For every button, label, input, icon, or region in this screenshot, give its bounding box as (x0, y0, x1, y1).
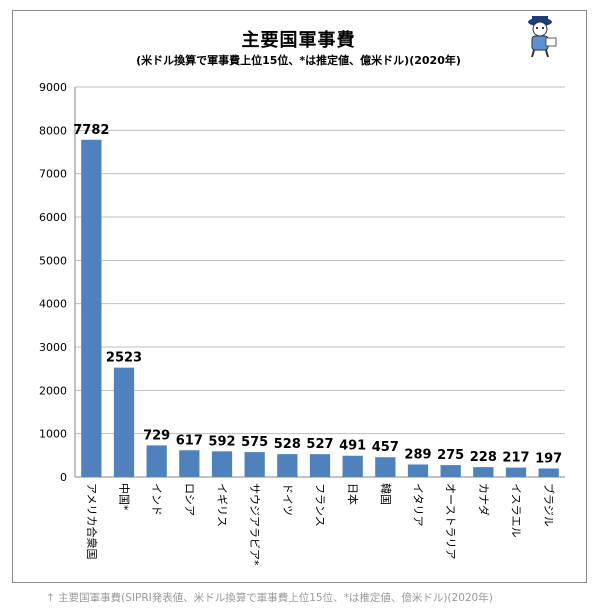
bar (440, 465, 461, 477)
x-tick-label: カナダ (477, 483, 491, 516)
bar (277, 454, 298, 477)
data-labels: 7782 2523 729 617 592 575 528 527 491 457 289 275 22… (73, 123, 562, 467)
y-tick-label: 7000 (39, 168, 67, 181)
data-label: 457 (372, 440, 399, 455)
bar (473, 467, 494, 477)
bar (179, 450, 200, 477)
x-tick-label: オーストラリア (444, 483, 457, 559)
chart-subtitle: (米ドル換算で軍事費上位15位、*は推定値、億米ドル)(2020年) (136, 54, 461, 67)
x-tick-label: インド (150, 483, 163, 516)
x-tick-label: ブラジル (542, 483, 556, 527)
bar (309, 454, 331, 477)
data-label: 217 (502, 451, 529, 466)
bar (375, 457, 396, 477)
axes (74, 87, 565, 478)
data-label: 617 (176, 433, 203, 448)
data-label: 289 (404, 447, 431, 462)
data-label: 527 (306, 437, 333, 452)
data-label: 491 (339, 439, 366, 454)
y-tick-labels: 0 1000 2000 3000 4000 5000 6000 7000 8000 9000 (39, 81, 67, 484)
data-label: 575 (241, 435, 268, 450)
bar (81, 139, 102, 477)
x-tick-label: ドイツ (281, 483, 294, 516)
y-tick-label: 6000 (39, 211, 67, 224)
bars (81, 139, 559, 477)
bar (407, 464, 429, 477)
x-tick-label: 日本 (346, 483, 360, 505)
y-tick-label: 3000 (39, 341, 67, 354)
x-tick-label: イスラエル (510, 483, 523, 538)
x-tick-label: 中国* (118, 483, 131, 511)
chart-title: 主要国軍事費 (241, 30, 356, 51)
data-label: 275 (437, 448, 464, 463)
x-tick-labels: アメリカ合衆国 中国* インド ロシア イギリス サウジアラビア* ドイツ フランス 日本 韓国イ… (85, 483, 556, 566)
bar (342, 455, 363, 477)
y-tick-label: 4000 (39, 298, 67, 311)
data-label: 2523 (106, 351, 142, 366)
bar (505, 467, 527, 477)
x-tick-label: ロシア (183, 483, 196, 516)
y-tick-label: 0 (60, 471, 67, 484)
data-label: 528 (274, 437, 301, 452)
bar (244, 452, 265, 477)
mascot-character-icon (520, 14, 560, 62)
data-label: 228 (470, 450, 497, 465)
x-tick-label: フランス (314, 483, 327, 527)
y-tick-label: 8000 (39, 124, 67, 137)
source-caption: ↑ 主要国軍事費(SIPRI発表値、米ドル換算で軍事費上位15位、*は推定値、億… (46, 592, 493, 604)
data-label: 729 (143, 428, 170, 443)
gridlines (75, 86, 565, 435)
bar (211, 451, 233, 477)
y-tick-label: 5000 (39, 254, 67, 267)
data-label: 7782 (73, 123, 109, 138)
bar (146, 445, 167, 477)
y-tick-label: 9000 (39, 81, 67, 94)
y-tick-label: 2000 (39, 384, 67, 397)
x-tick-label: サウジアラビア* (248, 483, 261, 566)
chart-frame (12, 10, 587, 583)
bar (113, 367, 135, 477)
x-tick-label: イギリス (216, 483, 229, 527)
data-label: 197 (535, 451, 562, 466)
y-tick-label: 1000 (39, 428, 67, 441)
bar (538, 468, 559, 477)
data-label: 592 (208, 434, 235, 449)
x-tick-label: イタリア (412, 483, 425, 527)
x-tick-label: アメリカ合衆国 (85, 483, 99, 559)
x-tick-label: 韓国 (379, 483, 392, 505)
